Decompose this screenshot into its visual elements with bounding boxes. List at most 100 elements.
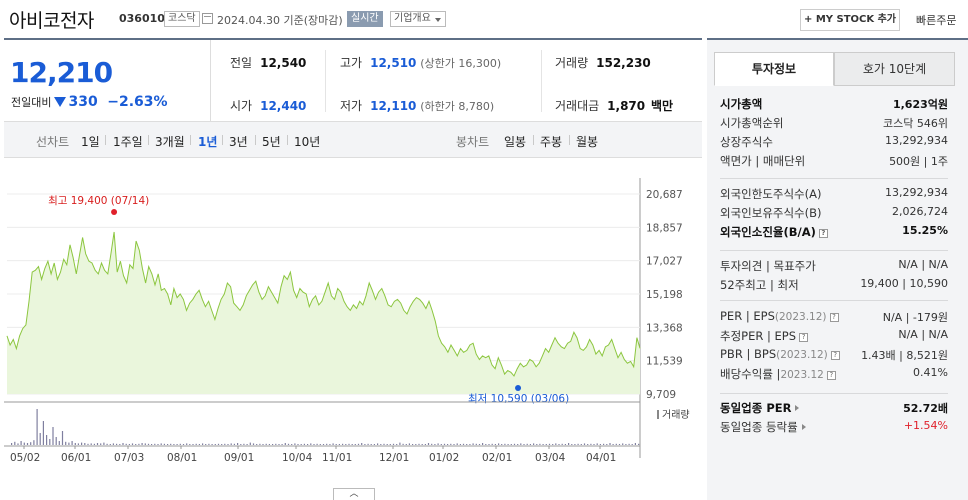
change-row: 전일대비 330 −2.63% (11, 94, 168, 110)
collapse-chart-button[interactable]: ︿ (333, 488, 375, 500)
invest-info-row: 52주최고 | 최저 19,400 | 10,590 (720, 277, 948, 295)
high-label: 고가 (340, 56, 363, 70)
volume-bar (112, 443, 114, 445)
section-divider (720, 178, 948, 179)
volume-bar (482, 443, 484, 445)
realtime-button[interactable]: 실시간 (347, 11, 383, 27)
volume-bar (399, 442, 401, 445)
tab-weekly-candle[interactable]: 주봉 (540, 135, 563, 149)
volume-bar (272, 444, 274, 445)
volume-bar (501, 444, 503, 445)
volume-bar (310, 443, 312, 445)
volume-bar (294, 443, 296, 445)
row-value: N/A | N/A (898, 328, 948, 341)
row-value: 19,400 | 10,590 (860, 277, 948, 290)
price-chart[interactable]: 20,687 18,857 17,027 15,198 13,368 11,539 9,70… (4, 158, 702, 488)
tab-separator (569, 135, 570, 145)
row-value: N/A | N/A (898, 258, 948, 271)
candle-chart-label: 봉차트 (456, 135, 490, 149)
row-label: 투자의견 | 목표주가 (720, 259, 816, 273)
invest-info-row: PBR | BPS(2023.12)? 1.43배 | 8,521원 (720, 347, 948, 365)
tab-1year[interactable]: 1년 (198, 135, 218, 149)
volume-bar (517, 444, 519, 445)
chevron-right-icon[interactable] (801, 424, 806, 430)
volume-bar (599, 444, 601, 445)
volume-bar (160, 443, 162, 445)
x-tick-label: 07/03 (114, 452, 144, 464)
invest-info-row: 동일업종 PER 52.72배 (720, 400, 948, 418)
y-tick-label: 20,687 (646, 189, 683, 201)
volume-bar (147, 443, 150, 445)
help-icon[interactable]: ? (818, 229, 828, 238)
chevron-right-icon[interactable] (795, 405, 800, 411)
line-chart-label: 선차트 (36, 135, 70, 149)
volume-bar (20, 441, 22, 445)
volume-bar (77, 443, 79, 445)
quick-order-button[interactable]: 빠른주문 (916, 14, 957, 27)
tab-3month[interactable]: 3개월 (155, 135, 185, 149)
tab-orderbook[interactable]: 호가 10단계 (834, 52, 955, 86)
volume-bar (351, 444, 353, 445)
volume-bar (526, 443, 528, 445)
volume-bar (307, 444, 309, 445)
volume-bar (475, 443, 477, 445)
help-icon[interactable]: ? (799, 333, 809, 342)
volume-bar (284, 443, 286, 445)
tab-invest-info[interactable]: 투자정보 (714, 52, 834, 86)
volume-bar (106, 443, 108, 445)
volume-bar (507, 444, 509, 445)
volume-bar (564, 444, 566, 445)
help-icon[interactable]: ? (829, 313, 839, 322)
volume-bar (55, 437, 57, 445)
volume-bar (367, 443, 369, 445)
change-label: 전일대비 (11, 96, 52, 109)
trade-value-label: 거래대금 (555, 99, 600, 113)
change-percent: −2.63% (107, 94, 168, 110)
help-icon[interactable]: ? (826, 371, 836, 380)
volume-bar (574, 444, 576, 445)
upper-limit: (상한가 16,300) (420, 57, 502, 70)
stock-header: 아비코전자 036010 코스닥 2024.04.30 기준(장마감) 실시간 … (0, 0, 968, 38)
volume-bar (65, 441, 67, 445)
x-tick-label: 11/01 (322, 452, 352, 464)
section-divider (720, 250, 948, 251)
tab-1week[interactable]: 1주일 (113, 135, 143, 149)
tab-5year[interactable]: 5년 (262, 135, 281, 149)
row-label: 추정PER | EPS? (720, 328, 809, 344)
volume-bar (583, 443, 586, 445)
price-area (7, 232, 640, 394)
date-text: 2024.04.30 기준(장마감) (217, 14, 343, 27)
volume-bar (545, 444, 547, 445)
company-overview-dropdown[interactable]: 기업개요 (390, 11, 446, 27)
volume-bar (453, 444, 455, 445)
tab-daily-candle[interactable]: 일봉 (504, 135, 527, 149)
volume-bar (615, 443, 617, 445)
tab-1day[interactable]: 1일 (81, 135, 100, 149)
row-label: 액면가 | 매매단위 (720, 154, 806, 168)
row-value: 2,026,724 (892, 205, 948, 218)
volume-bar (154, 443, 156, 445)
tab-monthly-candle[interactable]: 월봉 (576, 135, 599, 149)
volume-bar (434, 444, 436, 445)
x-tick-label: 12/01 (379, 452, 409, 464)
y-tick-label: 17,027 (646, 256, 683, 268)
volume-bar (265, 443, 267, 445)
volume-bar (135, 444, 137, 445)
high-value: 12,510 (370, 56, 417, 70)
row-label: 외국인소진율(B/A)? (720, 224, 828, 240)
volume-bar (319, 444, 321, 445)
volume-bar (357, 443, 360, 445)
row-sublabel: 2023.12 (780, 369, 824, 381)
tab-10year[interactable]: 10년 (294, 135, 321, 149)
volume-bar (326, 443, 328, 445)
volume-bar (609, 443, 611, 445)
tab-3year[interactable]: 3년 (229, 135, 248, 149)
volume-bar (186, 443, 188, 445)
add-mystock-button[interactable]: + MY STOCK 추가 (800, 9, 900, 31)
volume-bar (103, 442, 105, 445)
row-value: 1,623억원 (892, 98, 948, 111)
volume-bar (561, 443, 563, 445)
x-tick-label: 04/01 (586, 452, 616, 464)
volume-bar (533, 443, 535, 445)
help-icon[interactable]: ? (830, 351, 840, 360)
